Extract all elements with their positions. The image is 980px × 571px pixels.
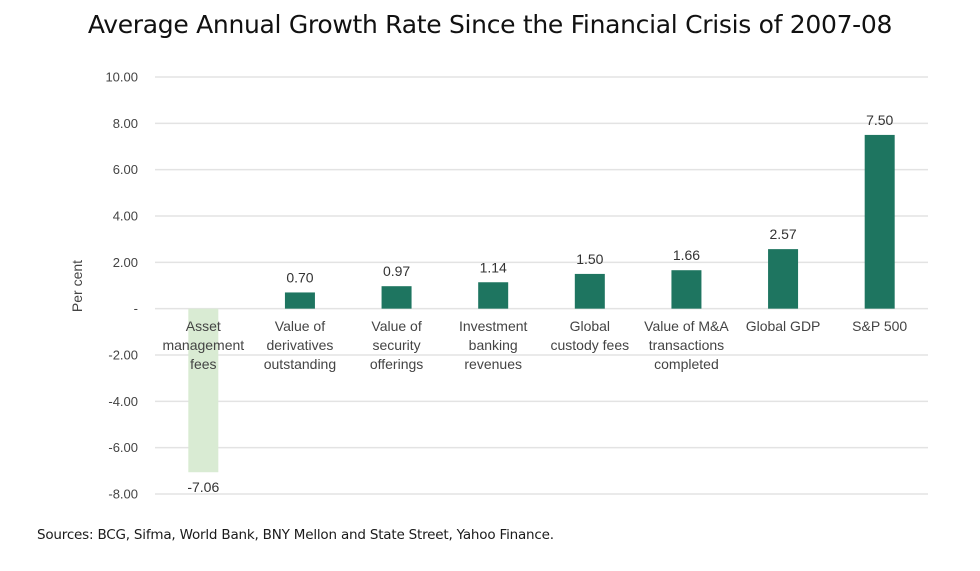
- y-tick-label: 4.00: [113, 209, 138, 224]
- data-label: -7.06: [187, 479, 219, 495]
- category-label-line: offerings: [370, 356, 423, 372]
- category-label: Value of security offerings: [370, 318, 423, 372]
- y-tick-label: 6.00: [113, 162, 138, 177]
- y-tick-label: -4.00: [108, 394, 138, 409]
- category-label-line: completed: [654, 356, 719, 372]
- data-label: 1.50: [576, 251, 603, 267]
- category-label-line: Value of: [275, 318, 325, 334]
- category-label-line: Value of M&A: [644, 318, 729, 334]
- y-tick-label: -: [134, 301, 138, 316]
- y-tick-label: -6.00: [108, 440, 138, 455]
- data-label: 0.97: [383, 263, 410, 279]
- category-label-line: Global: [570, 318, 610, 334]
- bar: [574, 273, 605, 309]
- category-label-line: S&P 500: [852, 318, 907, 334]
- y-tick-label: -2.00: [108, 348, 138, 363]
- data-label: 7.50: [866, 112, 893, 128]
- gridlines: [155, 76, 928, 495]
- data-label: 0.70: [286, 269, 313, 285]
- y-tick-label: 8.00: [113, 116, 138, 131]
- category-label-line: revenues: [464, 356, 522, 372]
- category-labels: Asset management fees Value of derivatives ou…: [162, 318, 907, 372]
- y-tick-label: 2.00: [113, 255, 138, 270]
- category-label: S&P 500: [852, 318, 907, 334]
- bar: [188, 308, 219, 473]
- category-label-line: transactions: [649, 337, 724, 353]
- category-label-line: custody fees: [551, 337, 630, 353]
- category-label-line: Investment: [459, 318, 528, 334]
- bar: [284, 292, 315, 309]
- category-label: Global custody fees: [551, 318, 630, 353]
- y-axis-label: Per cent: [69, 260, 85, 312]
- data-label: 1.66: [673, 247, 700, 263]
- category-label-line: outstanding: [264, 356, 336, 372]
- category-label: Global GDP: [746, 318, 821, 334]
- data-label: 1.14: [480, 259, 507, 275]
- category-label-line: fees: [190, 356, 216, 372]
- y-tick-label: 10.00: [105, 70, 138, 85]
- category-label-line: Global GDP: [746, 318, 821, 334]
- data-labels: -7.06 0.70 0.97 1.14 1.50 1.66 2.57 7.50: [187, 112, 893, 495]
- y-tick-label: -8.00: [108, 487, 138, 502]
- category-label-line: Value of: [371, 318, 421, 334]
- bar: [768, 249, 799, 309]
- category-label-line: derivatives: [266, 337, 333, 353]
- bars: [188, 134, 895, 473]
- y-axis-ticks: 10.00 8.00 6.00 4.00 2.00 - -2.00 -4.00 -6.00 -8.…: [105, 70, 138, 502]
- category-label-line: security: [372, 337, 420, 353]
- bar: [478, 282, 509, 309]
- category-label: Value of M&A transactions completed: [644, 318, 729, 372]
- category-label: Asset management fees: [162, 318, 244, 372]
- bar: [381, 286, 412, 309]
- data-label: 2.57: [769, 226, 796, 242]
- source-note: Sources: BCG, Sifma, World Bank, BNY Mel…: [37, 527, 554, 543]
- category-label-line: Asset: [186, 318, 221, 334]
- chart-title: Average Annual Growth Rate Since the Fin…: [87, 10, 893, 39]
- bar: [864, 134, 895, 309]
- category-label-line: banking: [469, 337, 518, 353]
- bar: [671, 270, 702, 309]
- category-label: Value of derivatives outstanding: [264, 318, 336, 372]
- category-label: Investment banking revenues: [459, 318, 528, 372]
- category-label-line: management: [162, 337, 244, 353]
